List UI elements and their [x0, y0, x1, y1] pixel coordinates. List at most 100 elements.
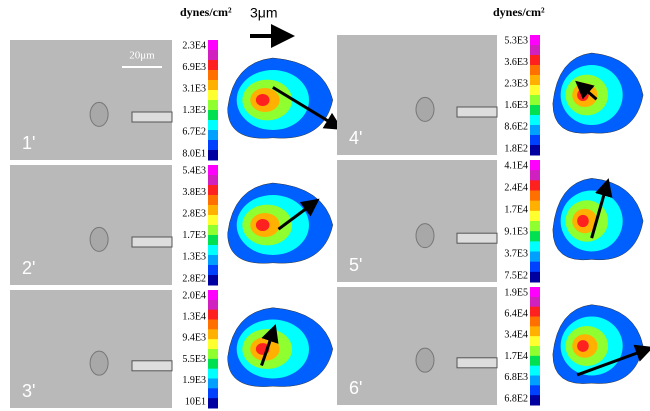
cell	[90, 102, 108, 126]
colorbar-label: 2.3E3	[504, 78, 528, 89]
colorbar-segment	[530, 125, 540, 136]
colorbar-segment	[530, 252, 540, 263]
colorbar-label: 3.1E3	[182, 83, 206, 94]
cell	[416, 97, 434, 121]
colorbar-segment	[208, 80, 218, 91]
pipette	[457, 107, 497, 117]
colorbar-label: 2.8E3	[182, 208, 206, 219]
colorbar-segment	[208, 339, 218, 349]
colorbar-label: 1.9E5	[504, 287, 528, 298]
colorbar-segment	[208, 310, 218, 320]
colorbar-segment	[530, 201, 540, 212]
colorbar-segment	[208, 50, 218, 61]
panel-label: 4'	[349, 128, 362, 148]
pipette	[457, 358, 497, 368]
colorbar-label: 6.8E2	[504, 393, 528, 404]
colorbar-segment	[208, 388, 218, 398]
colorbar-segment	[530, 262, 540, 273]
colorbar-label: 1.3E4	[182, 311, 206, 322]
colorbar-segment	[530, 135, 540, 146]
colorbar-segment	[530, 385, 540, 395]
colorbar-segment	[208, 195, 218, 206]
colorbar-segment	[208, 349, 218, 359]
colorbar-segment	[208, 185, 218, 196]
colorbar-label: 3.4E4	[504, 330, 528, 341]
colorbar-label: 1.9E3	[182, 375, 206, 386]
panel-label: 6'	[349, 378, 362, 398]
pipette	[132, 361, 172, 371]
colorbar-label: 2.4E4	[504, 182, 528, 193]
panel-label: 5'	[349, 255, 362, 275]
colorbar-segment	[530, 336, 540, 346]
colorbar-label: 3.6E3	[504, 57, 528, 68]
colorbar-segment	[530, 287, 540, 297]
colorbar-label: 4.1E4	[504, 160, 528, 171]
colorbar-segment	[530, 75, 540, 86]
colorbar-label: 3.8E3	[182, 187, 206, 198]
colorbar-label: 10E1	[185, 396, 206, 407]
colorbar-segment	[208, 40, 218, 51]
colorbar-segment	[530, 95, 540, 106]
cell	[416, 348, 434, 372]
colorbar-segment	[208, 175, 218, 186]
colorbar-label: 5.5E3	[182, 354, 206, 365]
colorbar-segment	[530, 105, 540, 116]
colorbar-segment	[530, 317, 540, 327]
traction-zone	[577, 340, 589, 352]
colorbar-segment	[208, 290, 218, 300]
pipette	[132, 112, 172, 122]
colorbar-label: 1.7E4	[504, 351, 528, 362]
colorbar-segment	[530, 65, 540, 76]
arrow-scale-label: 3μm	[250, 5, 278, 21]
colorbar-label: 1.3E3	[182, 105, 206, 116]
colorbar-segment	[208, 165, 218, 176]
colorbar-segment	[208, 150, 218, 161]
colorbar-segment	[208, 225, 218, 236]
colorbar-segment	[208, 235, 218, 246]
colorbar-segment	[208, 320, 218, 330]
colorbar-label: 8.0E1	[182, 148, 206, 159]
unit-label: dynes/cm²	[180, 5, 232, 19]
colorbar-segment	[530, 231, 540, 242]
colorbar-label: 8.6E2	[504, 122, 528, 133]
colorbar-label: 2.3E4	[182, 40, 206, 51]
colorbar-label: 1.3E3	[182, 252, 206, 263]
cell	[90, 351, 108, 375]
colorbar-label: 1.6E3	[504, 100, 528, 111]
colorbar-segment	[530, 145, 540, 156]
colorbar-label: 1.7E4	[504, 204, 528, 215]
colorbar-segment	[530, 180, 540, 191]
colorbar-segment	[530, 211, 540, 222]
colorbar-label: 6.7E2	[182, 127, 206, 138]
colorbar-segment	[208, 90, 218, 101]
colorbar-label: 1.7E3	[182, 230, 206, 241]
cell	[90, 227, 108, 251]
colorbar-segment	[530, 191, 540, 202]
colorbar-segment	[530, 45, 540, 56]
colorbar-segment	[530, 356, 540, 366]
cell	[416, 224, 434, 248]
colorbar-segment	[208, 398, 218, 408]
colorbar-segment	[530, 307, 540, 317]
colorbar-segment	[208, 120, 218, 131]
colorbar-segment	[208, 140, 218, 151]
panel-label: 2'	[22, 258, 35, 278]
colorbar-segment	[530, 241, 540, 252]
colorbar-segment	[208, 205, 218, 216]
colorbar-segment	[530, 297, 540, 307]
colorbar-segment	[208, 130, 218, 141]
colorbar-segment	[530, 366, 540, 376]
colorbar-segment	[208, 215, 218, 226]
traction-zone	[577, 215, 589, 227]
colorbar-label: 2.0E4	[182, 290, 206, 301]
colorbar-segment	[208, 70, 218, 81]
colorbar-label: 1.8E2	[504, 143, 528, 154]
colorbar-label: 9.1E3	[504, 226, 528, 237]
colorbar-label: 5.3E3	[504, 35, 528, 46]
colorbar-segment	[530, 376, 540, 386]
pipette	[132, 237, 172, 247]
colorbar-segment	[208, 60, 218, 71]
panel-label: 3'	[22, 381, 35, 401]
colorbar-segment	[530, 170, 540, 181]
colorbar-segment	[208, 369, 218, 379]
